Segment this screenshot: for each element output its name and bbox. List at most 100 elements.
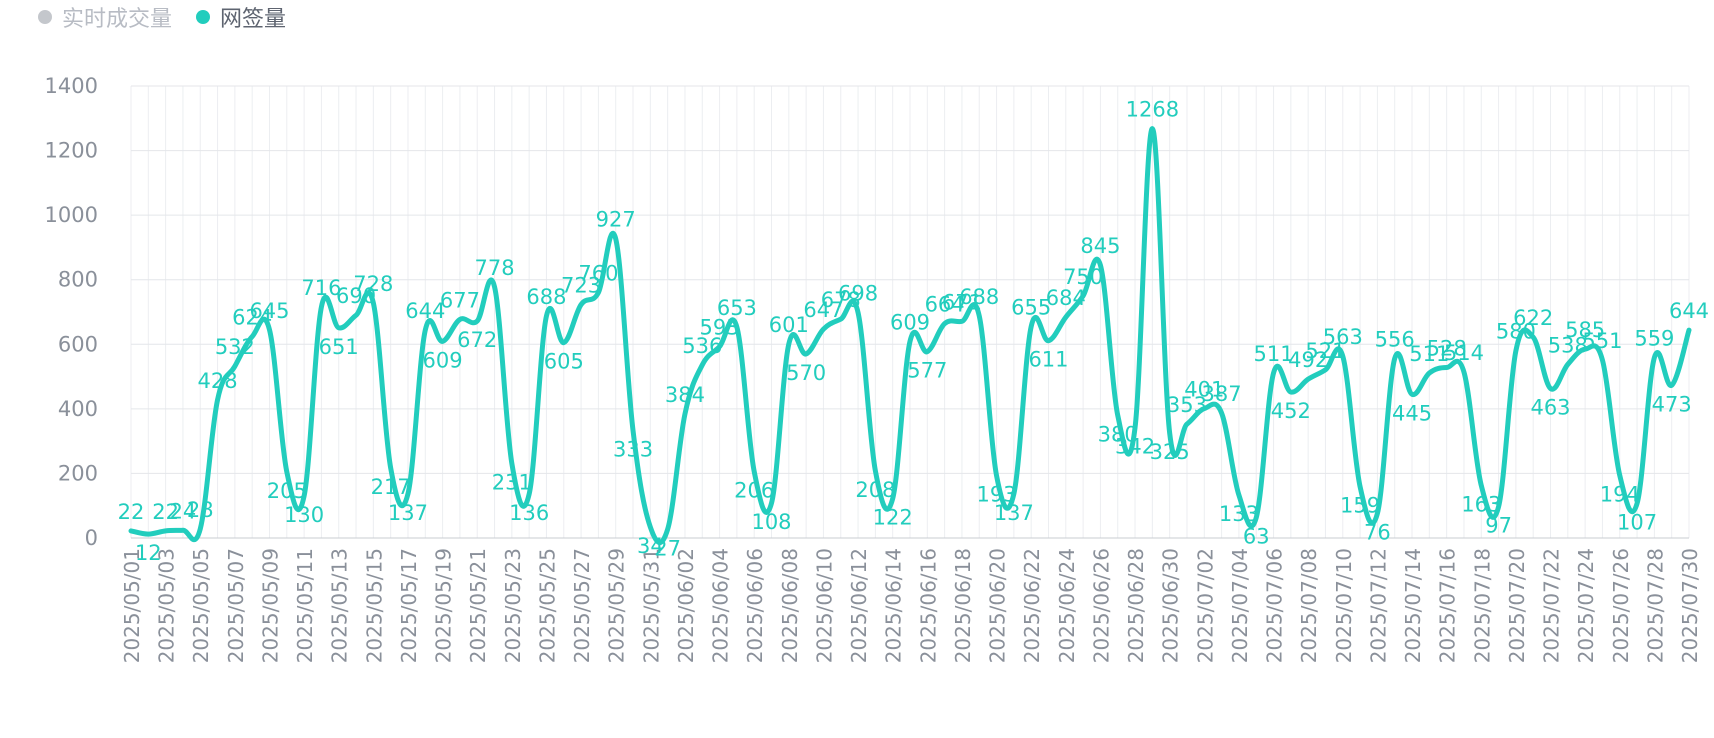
x-tick-label: 2025/07/06 [1263, 548, 1287, 663]
x-axis: 2025/05/01 2025/05/03 2025/05/05 2025/05/07… [120, 548, 1702, 663]
data-label: 401 [1184, 378, 1224, 402]
legend: 实时成交量 网签量 [38, 2, 286, 32]
x-tick-label: 2025/06/06 [743, 548, 767, 663]
data-label: 556 [1375, 327, 1415, 351]
legend-item-signed-volume[interactable]: 网签量 [196, 1, 286, 33]
x-tick-label: 2025/07/26 [1609, 548, 1633, 663]
y-axis: 0 200 400 600 800 1000 1200 1400 [45, 74, 98, 550]
x-tick-label: 2025/06/28 [1124, 548, 1148, 663]
data-label: 605 [544, 350, 584, 374]
data-label: 130 [284, 503, 324, 527]
data-label: 22 [118, 500, 145, 524]
legend-label: 网签量 [220, 7, 287, 32]
x-tick-label: 2025/05/31 [639, 548, 663, 663]
data-label: 34 [637, 534, 664, 558]
x-tick-label: 2025/05/03 [155, 548, 179, 663]
x-tick-label: 2025/05/13 [328, 548, 352, 663]
y-tick-label: 1200 [45, 139, 98, 163]
x-tick-label: 2025/07/16 [1436, 548, 1460, 663]
x-tick-label: 2025/06/12 [847, 548, 871, 663]
data-label: 27 [654, 536, 681, 560]
data-label: 428 [198, 369, 238, 393]
x-tick-label: 2025/06/20 [986, 548, 1010, 663]
data-label: 690 [336, 284, 376, 308]
data-label: 511 [1253, 342, 1293, 366]
data-label: 463 [1530, 396, 1570, 420]
data-label: 353 [1167, 393, 1207, 417]
data-label: 570 [786, 361, 826, 385]
data-label: 580 [1496, 320, 1536, 344]
data-label: 609 [890, 310, 930, 334]
data-label: 593 [700, 316, 740, 340]
data-label: 778 [474, 256, 514, 280]
x-tick-label: 2025/05/07 [224, 548, 248, 663]
data-label: 647 [803, 298, 843, 322]
data-label: 551 [1582, 329, 1622, 353]
x-tick-label: 2025/07/28 [1643, 548, 1667, 663]
data-label: 677 [440, 288, 480, 312]
x-tick-label: 2025/07/14 [1401, 548, 1425, 663]
data-label: 601 [769, 313, 809, 337]
data-label: 624 [232, 306, 272, 330]
data-label: 644 [1669, 299, 1709, 323]
data-label: 380 [1098, 422, 1138, 446]
data-label: 122 [873, 506, 913, 530]
data-label: 28 [187, 498, 214, 522]
data-label: 688 [959, 285, 999, 309]
data-label: 137 [388, 501, 428, 525]
data-label: 137 [994, 501, 1034, 525]
x-tick-label: 2025/06/18 [951, 548, 975, 663]
data-label: 577 [907, 359, 947, 383]
x-tick-label: 2025/06/30 [1159, 548, 1183, 663]
x-tick-label: 2025/05/15 [362, 548, 386, 663]
data-label: 217 [371, 475, 411, 499]
data-label: 97 [1485, 514, 1512, 538]
data-label: 159 [1340, 494, 1380, 518]
data-label: 492 [1288, 348, 1328, 372]
x-tick-label: 2025/05/19 [432, 548, 456, 663]
x-tick-label: 2025/06/24 [1055, 548, 1079, 663]
x-tick-label: 2025/05/27 [570, 548, 594, 663]
data-label: 22 [152, 500, 179, 524]
x-tick-label: 2025/05/25 [535, 548, 559, 663]
data-labels: 2212222428428532624645205130716651690728… [118, 98, 1709, 566]
x-tick-label: 2025/07/30 [1678, 548, 1702, 663]
data-label: 750 [1063, 265, 1103, 289]
data-label: 698 [838, 282, 878, 306]
data-label: 672 [457, 328, 497, 352]
data-label: 532 [215, 335, 255, 359]
data-label: 24 [170, 499, 197, 523]
data-label: 611 [1028, 348, 1068, 372]
x-tick-label: 2025/07/10 [1332, 548, 1356, 663]
data-label: 452 [1271, 399, 1311, 423]
data-label: 163 [1461, 492, 1501, 516]
data-label: 653 [717, 296, 757, 320]
data-label: 514 [1444, 341, 1484, 365]
data-label: 325 [1150, 440, 1190, 464]
data-label: 333 [613, 437, 653, 461]
data-label: 664 [925, 293, 965, 317]
data-label: 193 [977, 483, 1017, 507]
data-label: 205 [267, 479, 307, 503]
data-label: 12 [135, 541, 162, 565]
x-tick-label: 2025/07/24 [1574, 548, 1598, 663]
data-label: 528 [1427, 337, 1467, 361]
y-tick-label: 400 [58, 397, 98, 421]
data-label: 342 [1115, 435, 1155, 459]
x-tick-label: 2025/07/22 [1540, 548, 1564, 663]
legend-dot-icon [38, 10, 52, 24]
y-tick-label: 0 [85, 526, 98, 550]
data-label: 563 [1323, 325, 1363, 349]
x-tick-label: 2025/05/09 [258, 548, 282, 663]
y-tick-label: 1000 [45, 203, 98, 227]
x-tick-label: 2025/06/22 [1020, 548, 1044, 663]
data-label: 716 [301, 276, 341, 300]
data-label: 845 [1080, 234, 1120, 258]
data-label: 136 [509, 501, 549, 525]
x-tick-label: 2025/06/26 [1089, 548, 1113, 663]
x-tick-label: 2025/05/17 [397, 548, 421, 663]
y-tick-label: 600 [58, 332, 98, 356]
legend-item-realtime-volume[interactable]: 实时成交量 [38, 1, 172, 33]
data-label: 206 [734, 478, 774, 502]
